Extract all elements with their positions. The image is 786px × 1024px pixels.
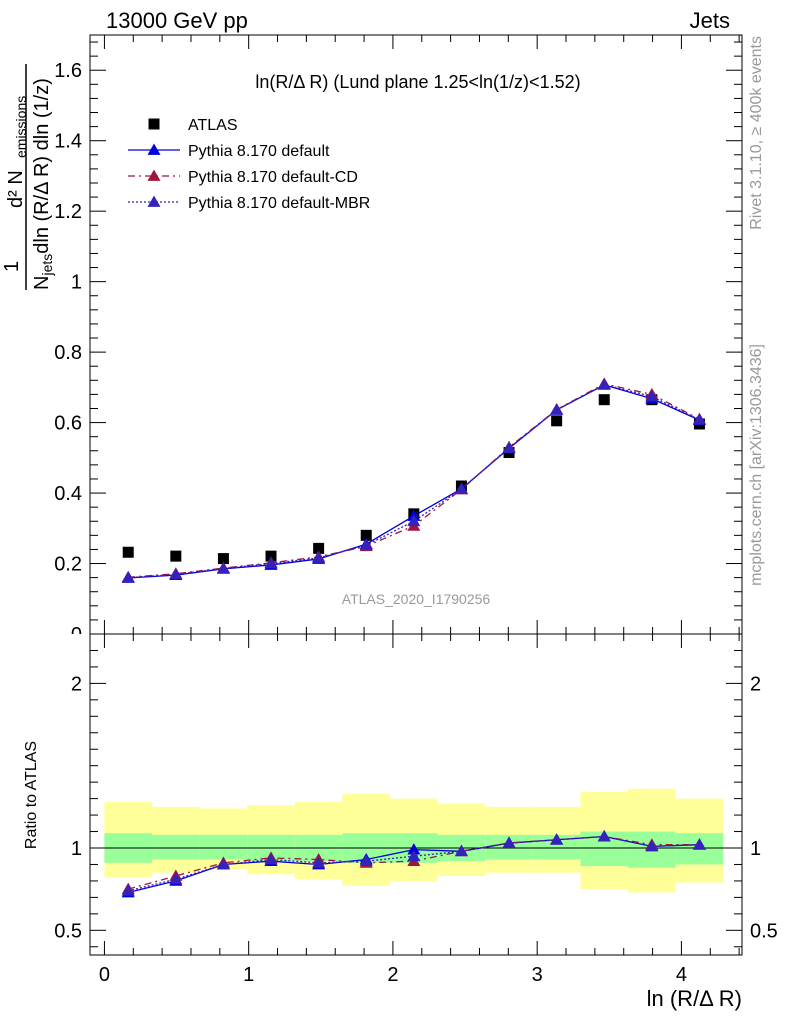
legend-marker: [148, 118, 160, 130]
y-axis-label-ratio: Ratio to ATLAS: [23, 741, 40, 849]
series-point: [407, 843, 421, 855]
y-tick-label: 0.5: [750, 920, 778, 942]
series-line: [128, 383, 700, 579]
y-tick-label: 0.4: [54, 483, 82, 505]
legend-label: Pythia 8.170 default-CD: [188, 169, 358, 186]
y-tick-label: 0.6: [54, 413, 82, 435]
y-tick-label: 1: [71, 838, 82, 860]
series-point: [645, 839, 659, 852]
series-point: [645, 390, 659, 402]
legend-label: Pythia 8.170 default-MBR: [188, 195, 370, 212]
series-point: [264, 557, 278, 569]
series-point: [312, 856, 326, 868]
series-point: [597, 829, 611, 842]
legend-marker: [147, 169, 161, 181]
legend-marker: [147, 195, 161, 207]
series-point: [359, 854, 373, 867]
mcplots-label: mcplots.cern.ch [arXiv:1306.3436]: [748, 344, 765, 586]
y-tick-label: 2: [750, 673, 761, 695]
series-point: [121, 884, 135, 896]
y-tick-label: 1: [71, 272, 82, 294]
series-point: [502, 836, 516, 848]
y-tick-label: 0.2: [54, 554, 82, 576]
watermark: ATLAS_2020_I1790256: [342, 591, 491, 607]
x-tick-label: 0: [99, 964, 110, 986]
legend: ATLAS Pythia 8.170 default Pythia 8.170 de…: [128, 117, 370, 212]
series-point: [550, 833, 564, 845]
legend-label: Pythia 8.170 default: [188, 143, 330, 160]
atlas-point: [360, 529, 372, 541]
chart-title: ln(R/Δ R) (Lund plane 1.25<ln(1/z)<1.52): [255, 72, 580, 92]
series-point: [454, 844, 468, 857]
series-point: [550, 403, 564, 415]
ratio-panel: 0 1 2 3 4 0.5 0.5 1 1 2 2: [54, 633, 778, 986]
atlas-point: [551, 415, 563, 427]
legend-label: ATLAS: [188, 117, 238, 134]
series-point: [502, 441, 516, 453]
atlas-point: [170, 550, 182, 562]
main-panel: 0.2 0.4 0.6 0.8 1 1.2 1.4 1.6 0: [54, 34, 743, 646]
series-point: [359, 538, 373, 551]
atlas-point: [122, 546, 134, 558]
x-tick-label: 4: [676, 964, 687, 986]
y-label-numerator: 1: [1, 261, 23, 272]
series-point: [312, 551, 326, 563]
atlas-point: [217, 553, 229, 565]
y-label-d2n: d² N: [5, 170, 27, 208]
x-tick-label: 3: [532, 964, 543, 986]
header-left: 13000 GeV pp: [106, 8, 248, 33]
series-line: [128, 384, 700, 579]
series-point: [407, 849, 421, 862]
series-point: [407, 514, 421, 527]
ratio-frame: [89, 633, 743, 956]
series-point: [169, 872, 183, 885]
y-tick-label: 0: [71, 624, 82, 646]
series-line: [128, 383, 700, 578]
y-label-denominator: Njetsdln (R/Δ R) dln (1/z): [31, 78, 55, 290]
x-axis-label: ln (R/Δ R): [647, 986, 742, 1011]
series-point: [454, 482, 468, 495]
series-point: [692, 413, 706, 425]
series-point: [692, 838, 706, 850]
y-label-emissions: emissions: [13, 96, 29, 158]
ratio-band-stat: [152, 834, 200, 860]
header-right: Jets: [690, 8, 730, 33]
y-tick-label: 1: [750, 838, 761, 860]
atlas-point: [265, 550, 277, 562]
atlas-point: [598, 394, 610, 406]
rivet-label: Rivet 3.1.10, ≥ 400k events: [748, 36, 765, 230]
atlas-point: [313, 542, 325, 554]
y-axis-label-main: 1 d² N emissions Njetsdln (R/Δ R) dln (1…: [1, 64, 55, 290]
y-tick-label: 0.8: [54, 342, 82, 364]
series-point: [264, 853, 278, 865]
series-point: [216, 857, 230, 870]
legend-marker: [147, 143, 161, 155]
y-tick-label: 2: [71, 673, 82, 695]
series-point: [169, 567, 183, 580]
y-tick-label: 1.4: [54, 131, 82, 153]
series-point: [597, 378, 611, 390]
x-tick-label: 2: [387, 964, 398, 986]
y-tick-label: 1.6: [54, 60, 82, 82]
series-point: [216, 561, 230, 574]
y-tick-label: 0.5: [54, 920, 82, 942]
x-tick-label: 1: [243, 964, 254, 986]
ratio-band-stat: [199, 834, 248, 860]
series-point: [121, 571, 135, 583]
y-tick-label: 1.2: [54, 201, 82, 223]
